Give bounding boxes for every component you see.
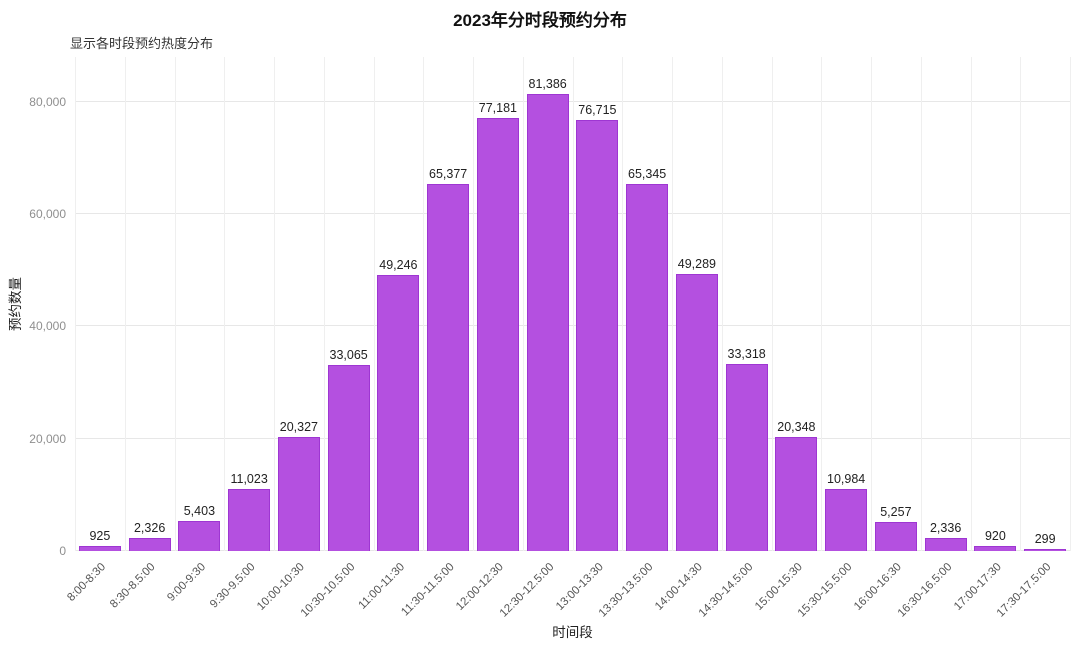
v-gridline: [224, 57, 226, 551]
bar: 33,065: [327, 348, 370, 551]
bar-slot: 20,348: [772, 57, 822, 551]
bar-slot: 65,345: [622, 57, 672, 551]
bar: 49,246: [377, 258, 420, 551]
bar: 65,345: [626, 167, 669, 551]
bar-value-label: 5,403: [183, 503, 216, 518]
bar-slot: 33,065: [324, 57, 374, 551]
v-gridline: [871, 57, 872, 551]
bar-value-label: 920: [984, 528, 1006, 543]
bar: 11,023: [228, 472, 271, 551]
bar: 920: [974, 529, 1017, 551]
bar: 77,181: [476, 101, 519, 551]
v-gridline: [124, 57, 126, 551]
chart-title: 2023年分时段预约分布: [453, 11, 627, 30]
bar: 299: [1024, 532, 1067, 551]
y-axis: 0 20,000 40,000 60,000 80,000: [0, 57, 66, 558]
v-gridline: [522, 57, 524, 551]
v-gridline: [1070, 57, 1071, 551]
bar-slot: 2,326: [125, 57, 175, 551]
bar-value-label: 33,065: [329, 348, 368, 363]
v-gridline: [771, 57, 773, 551]
bar: 2,326: [128, 521, 171, 551]
bar-value-label: 925: [89, 528, 111, 543]
bar-value-label: 2,336: [929, 520, 962, 535]
bar-value-label: 20,327: [279, 419, 318, 434]
chart-subtitle: 显示各时段预约热度分布: [70, 36, 214, 51]
v-gridline: [174, 57, 176, 551]
bar-value-label: 65,377: [429, 167, 468, 181]
bar-value-label: 76,715: [578, 103, 617, 118]
v-gridline: [970, 57, 972, 551]
bar-slot: 2,336: [921, 57, 971, 551]
bar: 76,715: [576, 103, 619, 551]
v-gridline: [323, 57, 325, 551]
v-gridline: [274, 57, 275, 551]
bar: 925: [78, 529, 121, 551]
v-gridline: [572, 57, 574, 551]
y-tick-label: 80,000: [29, 94, 66, 109]
bar: 81,386: [526, 77, 569, 551]
v-gridline: [920, 57, 922, 551]
x-tick-slot: 17:30-17.5:00: [995, 553, 1070, 620]
bar-slot: 299: [1020, 57, 1070, 551]
bar: 10,984: [825, 472, 868, 551]
bar-slot: 65,377: [423, 57, 473, 551]
v-gridline: [622, 57, 624, 551]
bar-slot: 49,246: [374, 57, 424, 551]
bar-slot: 920: [971, 57, 1021, 551]
bar-value-label: 49,246: [379, 257, 418, 272]
v-gridline: [373, 57, 375, 551]
bar-value-label: 2,326: [133, 520, 166, 535]
bar: 5,403: [178, 504, 221, 551]
x-axis: 8:00-8:30 8:30-8.5:00 9:00-9:30 9:30-9.5:00…: [66, 553, 1070, 620]
x-axis-title: 时间段: [552, 625, 593, 640]
v-gridline: [473, 57, 474, 551]
bar-slot: 76,715: [573, 57, 623, 551]
bar-value-label: 11,023: [230, 472, 268, 487]
y-tick-label: 20,000: [29, 431, 66, 446]
bar: 65,377: [427, 167, 470, 551]
bar-slot: 925: [75, 57, 125, 551]
v-gridline: [75, 57, 76, 551]
bars-container: 925 2,326 5,403 11,023 20,327 33,065 49,246 65,…: [75, 57, 1070, 551]
y-tick-label: 60,000: [29, 207, 66, 222]
bar-value-label: 20,348: [777, 419, 816, 434]
bar-slot: 81,386: [523, 57, 573, 551]
plot-area: 925 2,326 5,403 11,023 20,327 33,065 49,246 65,…: [75, 57, 1071, 551]
v-gridline: [672, 57, 673, 551]
y-tick-label: 0: [59, 544, 66, 558]
bar-value-label: 5,257: [880, 504, 912, 519]
bar-value-label: 49,289: [677, 257, 716, 272]
v-gridline: [1020, 57, 1022, 551]
bar-value-label: 10,984: [827, 472, 866, 487]
bar-slot: 11,023: [224, 57, 274, 551]
bar: 20,348: [775, 420, 818, 551]
bar: 20,327: [277, 420, 320, 551]
y-tick-label: 40,000: [29, 319, 66, 334]
x-tick-slot: 8:30-8.5:00: [108, 553, 175, 619]
bar-slot: 5,257: [871, 57, 921, 551]
bar-slot: 49,289: [672, 57, 722, 551]
bar-slot: 20,327: [274, 57, 324, 551]
bar: 5,257: [874, 505, 917, 551]
v-gridline: [721, 57, 723, 551]
bar-value-label: 81,386: [528, 77, 567, 92]
v-gridline: [423, 57, 425, 551]
bar: 2,336: [924, 521, 967, 551]
v-gridline: [821, 57, 823, 551]
bar-value-label: 299: [1034, 532, 1056, 546]
bar-slot: 33,318: [722, 57, 772, 551]
x-tick-label: 8:00-8:30: [65, 561, 109, 604]
bar-value-label: 65,345: [628, 167, 667, 182]
bar: 33,318: [725, 347, 768, 551]
bar-slot: 77,181: [473, 57, 523, 551]
bar-slot: 10,984: [821, 57, 871, 551]
bar-value-label: 77,181: [478, 100, 517, 115]
bar-slot: 5,403: [175, 57, 225, 551]
bar: 49,289: [675, 257, 718, 551]
bar-value-label: 33,318: [727, 346, 766, 361]
